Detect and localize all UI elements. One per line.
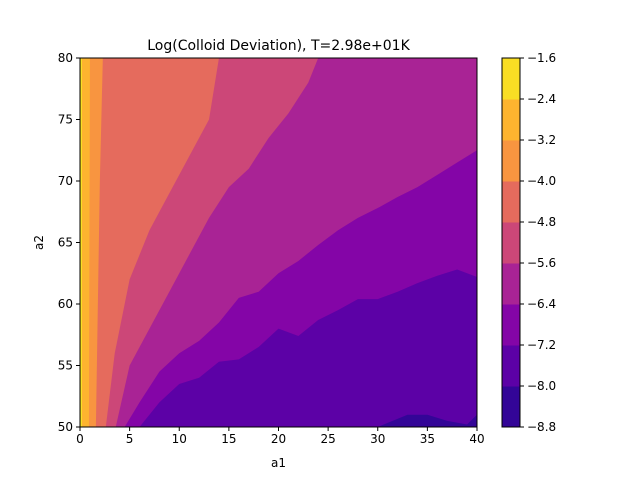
x-tick-label: 35 <box>420 432 435 446</box>
colorbar-tick-label: −2.4 <box>527 92 556 106</box>
x-tick-label: 0 <box>76 432 84 446</box>
colorbar-tick-label: −8.8 <box>527 420 556 434</box>
colorbar-tick-label: −4.0 <box>527 174 556 188</box>
colorbar-segment <box>502 222 520 264</box>
colorbar-tick-label: −7.2 <box>527 338 556 352</box>
colorbar-segment <box>502 58 520 100</box>
x-tick-label: 20 <box>271 432 286 446</box>
x-tick-label: 40 <box>469 432 484 446</box>
colorbar: −8.8 −8.0 −7.2 −6.4 −5.6 −4.8 −4.0 −3.2 −2.4 −1.6 <box>501 51 556 434</box>
x-tick-label: 15 <box>221 432 236 446</box>
colorbar-frame <box>501 57 521 428</box>
x-axis: 0 5 10 15 20 25 30 35 40 <box>76 427 485 446</box>
colorbar-segment <box>502 304 520 346</box>
colorbar-tick-label: −3.2 <box>527 133 556 147</box>
contour-band <box>80 58 219 427</box>
colorbar-segment <box>502 140 520 182</box>
y-tick-label: 80 <box>58 51 73 65</box>
colorbar-segment <box>502 263 520 305</box>
x-tick-label: 5 <box>126 432 134 446</box>
x-tick-label: 10 <box>172 432 187 446</box>
plot-area <box>80 58 477 427</box>
contour-band <box>80 58 90 427</box>
colorbar-tick-label: −4.8 <box>527 215 556 229</box>
y-tick-label: 60 <box>58 297 73 311</box>
colorbar-segment <box>502 99 520 141</box>
y-tick-label: 55 <box>58 359 73 373</box>
y-axis: 50 55 60 65 70 75 80 <box>58 51 80 434</box>
colorbar-segment <box>502 345 520 387</box>
y-tick-label: 50 <box>58 420 73 434</box>
colorbar-tick-label: −6.4 <box>527 297 556 311</box>
y-axis-label: a2 <box>32 235 46 250</box>
colorbar-segment <box>502 386 520 428</box>
colorbar-tick-label: −1.6 <box>527 51 556 65</box>
colorbar-tick-label: −5.6 <box>527 256 556 270</box>
contour-band <box>377 414 477 427</box>
y-tick-label: 70 <box>58 174 73 188</box>
colorbar-segment <box>502 181 520 223</box>
x-tick-label: 30 <box>370 432 385 446</box>
x-axis-label: a1 <box>271 456 286 470</box>
y-tick-label: 75 <box>58 113 73 127</box>
y-tick-label: 65 <box>58 236 73 250</box>
x-tick-label: 25 <box>320 432 335 446</box>
chart-title: Log(Colloid Deviation), T=2.98e+01K <box>147 38 410 54</box>
colorbar-tick-label: −8.0 <box>527 379 556 393</box>
